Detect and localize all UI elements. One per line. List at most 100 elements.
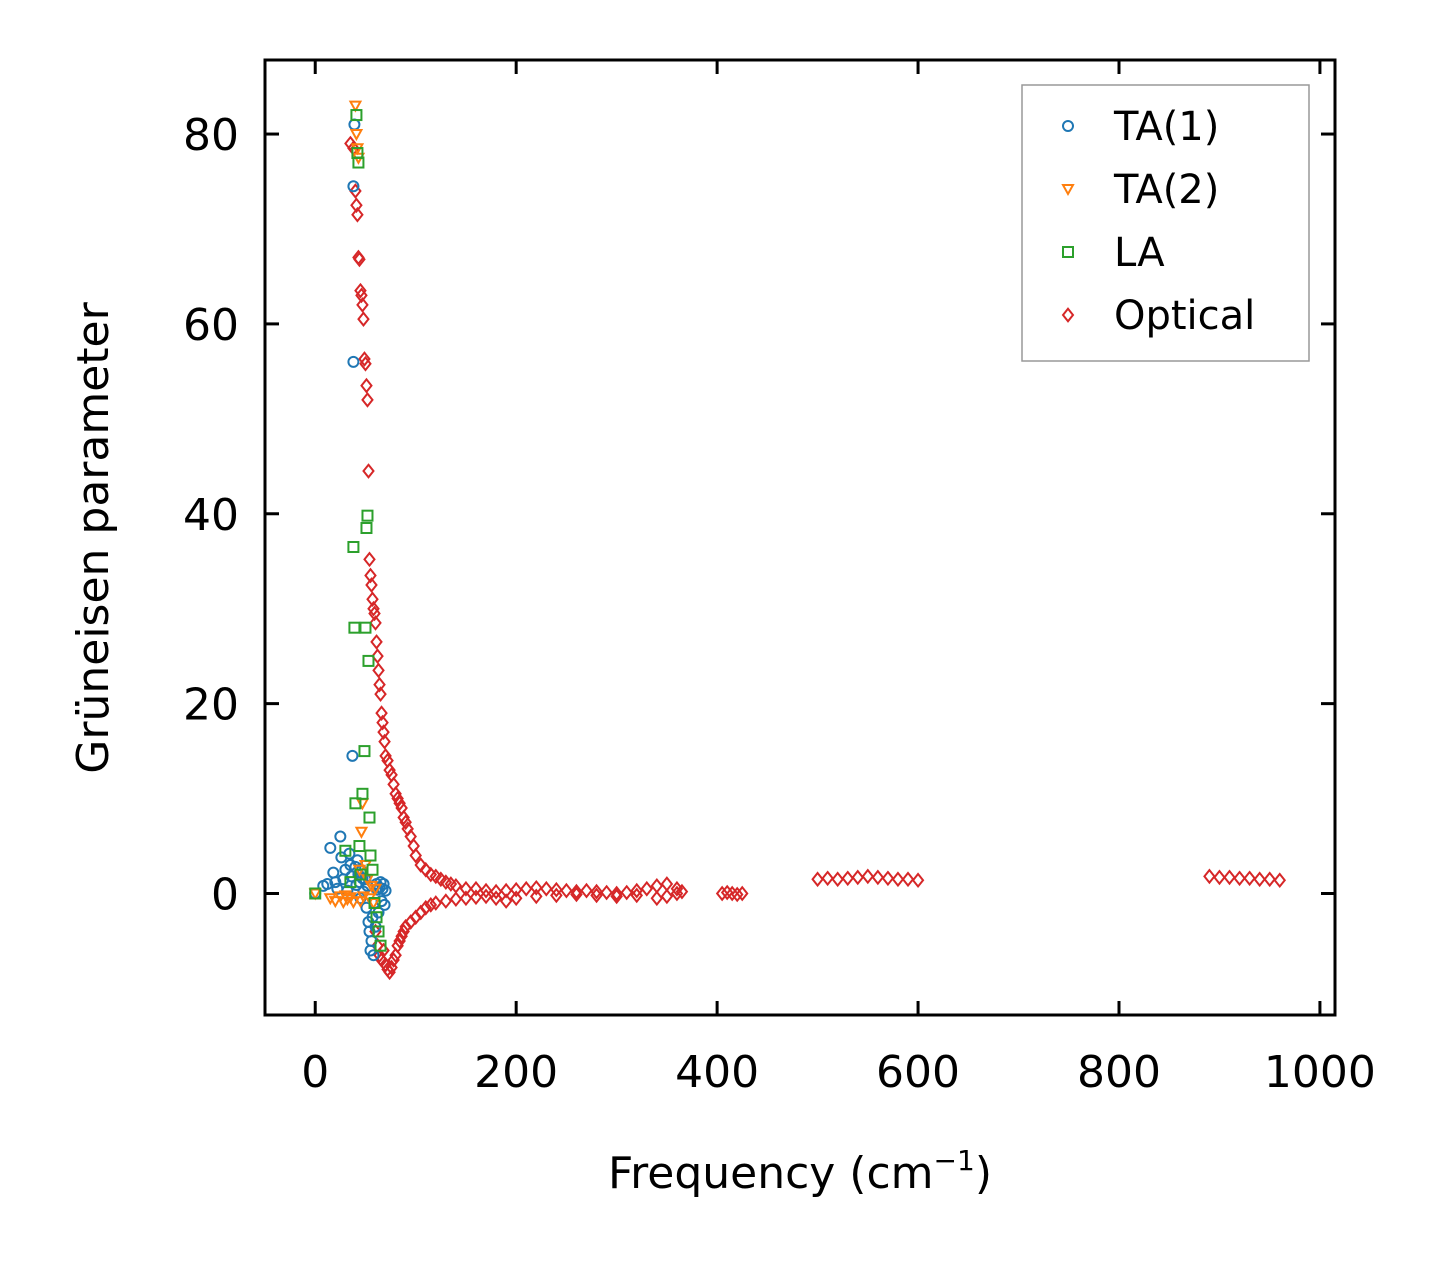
point-optical-95 (1223, 869, 1236, 886)
point-optical-80 (730, 886, 744, 903)
point-optical-139 (670, 885, 684, 902)
point-ta-1-17 (347, 180, 360, 193)
x-tick-label-200: 200 (474, 1047, 558, 1098)
point-optical-28 (375, 705, 388, 721)
point-optical-29 (376, 714, 389, 731)
point-optical-110 (387, 952, 400, 968)
point-optical-58 (489, 883, 503, 900)
point-la-5 (349, 797, 362, 810)
point-la-8 (352, 156, 365, 169)
point-optical-89 (881, 870, 895, 887)
point-la-11 (356, 787, 369, 800)
point-optical-126 (469, 889, 483, 906)
point-optical-127 (479, 888, 493, 905)
point-optical-18 (365, 577, 378, 593)
point-optical-131 (529, 888, 543, 905)
point-ta-1-36 (367, 949, 380, 962)
point-ta-1-5 (329, 876, 342, 889)
point-optical-105 (377, 942, 390, 959)
point-optical-123 (439, 893, 453, 909)
point-optical-66 (570, 883, 583, 900)
point-la-20 (368, 896, 381, 909)
point-optical-54 (449, 878, 463, 894)
legend: TA(1) TA(2) LA Optical (1021, 84, 1310, 362)
point-optical-91 (901, 871, 915, 888)
point-optical-92 (911, 872, 925, 889)
point-optical-98 (1253, 871, 1266, 888)
point-optical-63 (540, 880, 553, 897)
point-optical-128 (489, 890, 503, 907)
point-optical-67 (580, 882, 593, 899)
point-optical-83 (821, 870, 834, 887)
point-la-14 (360, 522, 373, 535)
point-optical-114 (395, 928, 408, 945)
point-optical-93 (1203, 868, 1216, 885)
y-tick-label-20: 20 (183, 680, 239, 731)
point-ta-1-15 (346, 749, 359, 762)
point-optical-122 (429, 895, 443, 911)
y-tick-label-60: 60 (183, 300, 239, 351)
point-optical-32 (379, 747, 392, 764)
point-optical-124 (449, 891, 463, 908)
point-optical-115 (397, 923, 410, 940)
point-optical-138 (660, 888, 674, 905)
point-optical-61 (519, 880, 533, 897)
point-optical-7 (354, 282, 367, 299)
point-optical-8 (355, 287, 368, 304)
point-optical-23 (370, 634, 383, 650)
point-optical-77 (715, 885, 729, 902)
point-optical-65 (560, 882, 573, 899)
plot-frame (263, 58, 1337, 1017)
x-tick-label-400: 400 (675, 1047, 759, 1098)
point-optical-20 (367, 600, 380, 617)
point-ta-2-15 (354, 826, 369, 839)
point-optical-19 (366, 591, 379, 608)
point-optical-21 (368, 605, 381, 622)
point-optical-26 (373, 676, 386, 693)
point-optical-129 (499, 893, 513, 909)
point-optical-34 (383, 762, 396, 778)
point-optical-46 (409, 847, 422, 864)
point-la-15 (361, 509, 374, 522)
point-optical-3 (350, 197, 363, 214)
point-optical-31 (378, 733, 391, 750)
point-ta-2-2 (328, 896, 343, 909)
point-optical-103 (373, 947, 386, 964)
point-optical-100 (1273, 872, 1287, 889)
point-optical-69 (600, 884, 613, 901)
point-la-10 (354, 868, 367, 881)
point-optical-87 (861, 868, 875, 885)
point-optical-120 (419, 899, 433, 916)
point-optical-134 (590, 887, 603, 904)
point-optical-121 (424, 897, 438, 913)
point-optical-53 (444, 876, 458, 892)
point-optical-113 (393, 933, 406, 949)
point-la-21 (370, 911, 383, 924)
point-ta-2-16 (355, 798, 370, 811)
legend-label-la: LA (1114, 230, 1165, 276)
legend-marker-optical (1061, 307, 1075, 323)
point-optical-38 (391, 790, 404, 807)
point-optical-56 (469, 880, 483, 897)
y-tick-label-40: 40 (183, 490, 239, 541)
point-la-2 (344, 876, 357, 889)
point-optical-135 (610, 888, 623, 905)
point-la-6 (350, 109, 363, 122)
point-optical-85 (841, 870, 855, 887)
point-optical-132 (550, 887, 563, 904)
point-la-16 (362, 654, 375, 667)
point-ta-1-4 (327, 866, 340, 879)
point-optical-17 (364, 567, 377, 584)
point-la-19 (366, 863, 379, 876)
legend-marker-ta-1 (1062, 120, 1074, 132)
point-ta-2-10 (349, 129, 364, 142)
axis-ticks: 0 200 400 600 800 1000 0 20 40 60 80 (183, 60, 1376, 1098)
point-optical-37 (389, 785, 402, 802)
point-optical-136 (630, 887, 644, 904)
point-optical-70 (610, 885, 623, 902)
point-optical-137 (650, 890, 664, 907)
point-optical-125 (459, 890, 473, 907)
point-optical-25 (372, 662, 385, 679)
x-tick-label-1000: 1000 (1264, 1047, 1376, 1098)
point-ta-1-48 (379, 884, 392, 897)
